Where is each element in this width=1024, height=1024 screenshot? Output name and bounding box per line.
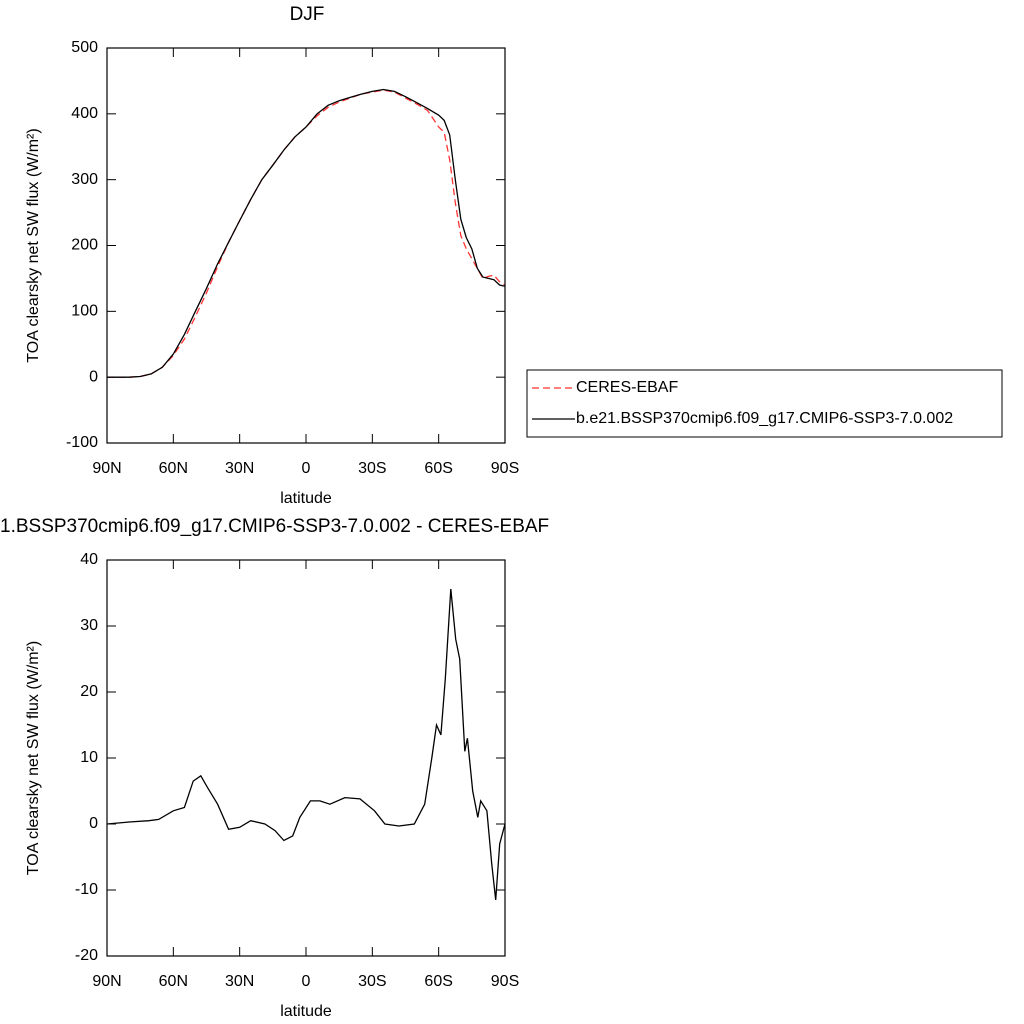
legend-box — [526, 369, 1003, 438]
x-tick-label: 90N — [92, 460, 121, 477]
x-tick-label: 90S — [491, 460, 519, 477]
y-tick-label: 300 — [71, 171, 98, 188]
legend-label: CERES-EBAF — [576, 379, 678, 396]
data-line — [106, 588, 506, 900]
y-tick-label: 200 — [71, 237, 98, 254]
chart-title: DJF — [290, 4, 325, 25]
x-tick-label: 90S — [491, 973, 519, 990]
y-tick-label: 20 — [80, 683, 98, 700]
x-tick-label: 60S — [424, 973, 452, 990]
data-line — [107, 89, 506, 378]
y-tick-label: 100 — [71, 303, 98, 320]
y-axis-label: TOA clearsky net SW flux (W/m²) — [25, 641, 42, 875]
y-tick-label: 0 — [89, 368, 98, 385]
x-tick-label: 60N — [159, 460, 188, 477]
chart-title: 1.BSSP370cmip6.f09_g17.CMIP6-SSP3-7.0.00… — [0, 516, 549, 537]
legend-label: b.e21.BSSP370cmip6.f09_g17.CMIP6-SSP3-7.… — [576, 410, 953, 427]
x-tick-label: 0 — [302, 973, 311, 990]
y-tick-label: 400 — [71, 105, 98, 122]
y-tick-label: 0 — [89, 815, 98, 832]
y-axis-label: TOA clearsky net SW flux (W/m²) — [25, 128, 42, 362]
plot-frame — [106, 47, 506, 444]
x-tick-label: 60N — [159, 973, 188, 990]
x-tick-label: 60S — [424, 460, 452, 477]
x-tick-label: 30S — [358, 973, 386, 990]
y-tick-label: 500 — [71, 39, 98, 56]
y-tick-label: -100 — [66, 434, 98, 451]
x-tick-label: 30S — [358, 460, 386, 477]
data-line — [107, 88, 506, 378]
y-tick-label: 30 — [80, 617, 98, 634]
x-tick-label: 30N — [225, 460, 254, 477]
y-tick-label: 40 — [80, 551, 98, 568]
y-tick-label: -20 — [75, 947, 98, 964]
y-tick-label: -10 — [75, 881, 98, 898]
x-tick-label: 90N — [92, 973, 121, 990]
x-tick-label: 0 — [302, 460, 311, 477]
y-tick-label: 10 — [80, 749, 98, 766]
x-axis-label: latitude — [280, 1003, 332, 1020]
plot-frame — [106, 559, 506, 957]
x-tick-label: 30N — [225, 973, 254, 990]
x-axis-label: latitude — [280, 490, 332, 507]
